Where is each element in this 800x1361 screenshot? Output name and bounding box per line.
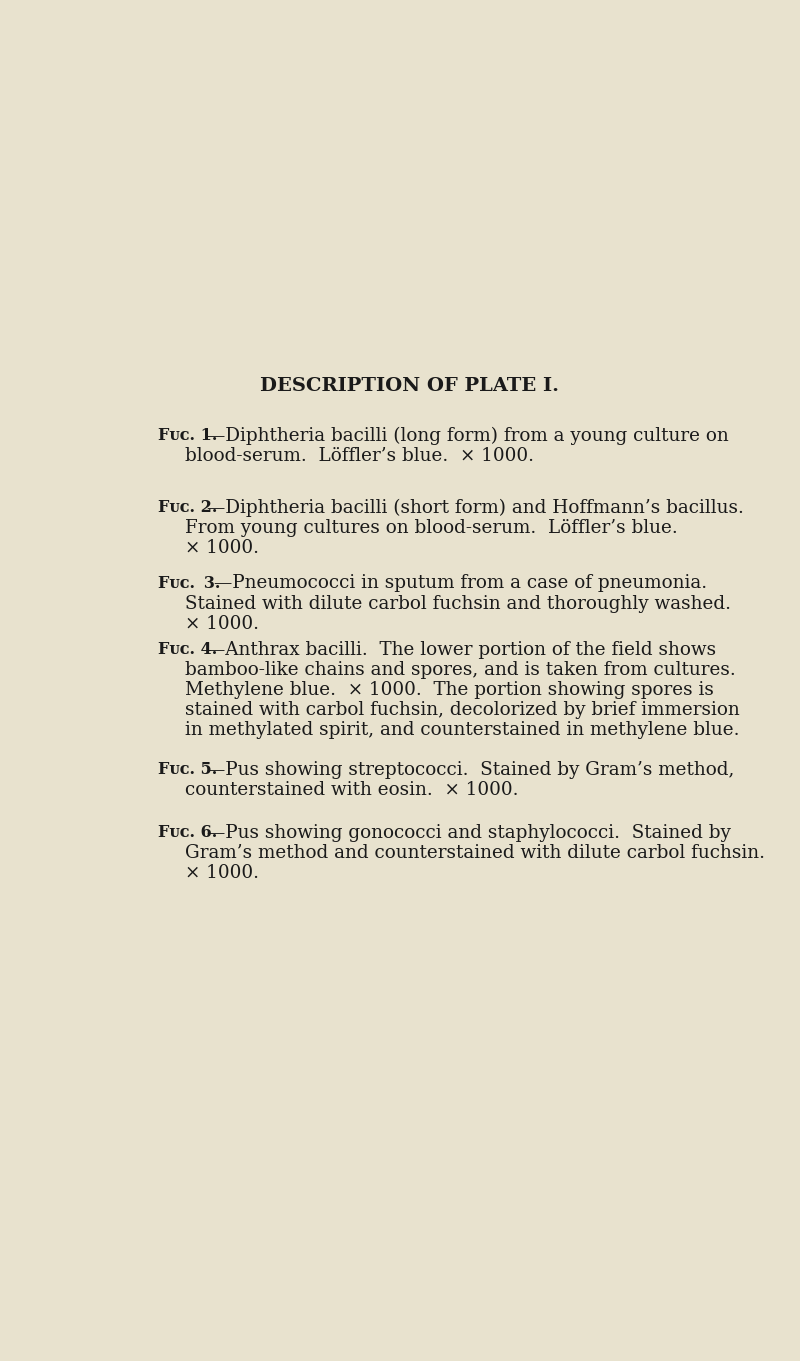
Text: blood-serum.  Löffler’s blue.  × 1000.: blood-serum. Löffler’s blue. × 1000. — [186, 446, 534, 464]
Text: From young cultures on blood-serum.  Löffler’s blue.: From young cultures on blood-serum. Löff… — [186, 519, 678, 538]
Text: in methylated spirit, and counterstained in methylene blue.: in methylated spirit, and counterstained… — [186, 721, 740, 739]
Text: —Pus showing streptococci.  Stained by Gram’s method,: —Pus showing streptococci. Stained by Gr… — [206, 761, 734, 778]
Text: × 1000.: × 1000. — [186, 615, 259, 633]
Text: Fᴜᴄ.  3.: Fᴜᴄ. 3. — [158, 574, 221, 592]
Text: × 1000.: × 1000. — [186, 539, 259, 557]
Text: × 1000.: × 1000. — [186, 864, 259, 882]
Text: —Pneumococci in sputum from a case of pneumonia.: —Pneumococci in sputum from a case of pn… — [214, 574, 706, 592]
Text: Fᴜᴄ. 4.: Fᴜᴄ. 4. — [158, 641, 218, 657]
Text: Methylene blue.  × 1000.  The portion showing spores is: Methylene blue. × 1000. The portion show… — [186, 680, 714, 698]
Text: Stained with dilute carbol fuchsin and thoroughly washed.: Stained with dilute carbol fuchsin and t… — [186, 595, 731, 612]
Text: —Diphtheria bacilli (long form) from a young culture on: —Diphtheria bacilli (long form) from a y… — [206, 426, 728, 445]
Text: Fᴜᴄ. 1.: Fᴜᴄ. 1. — [158, 426, 218, 444]
Text: DESCRIPTION OF PLATE I.: DESCRIPTION OF PLATE I. — [261, 377, 559, 396]
Text: counterstained with eosin.  × 1000.: counterstained with eosin. × 1000. — [186, 781, 518, 799]
Text: —Diphtheria bacilli (short form) and Hoffmann’s bacillus.: —Diphtheria bacilli (short form) and Hof… — [206, 499, 743, 517]
Text: Fᴜᴄ. 2.: Fᴜᴄ. 2. — [158, 499, 218, 516]
Text: Gram’s method and counterstained with dilute carbol fuchsin.: Gram’s method and counterstained with di… — [186, 844, 766, 862]
Text: stained with carbol fuchsin, decolorized by brief immersion: stained with carbol fuchsin, decolorized… — [186, 701, 740, 719]
Text: —Anthrax bacilli.  The lower portion of the field shows: —Anthrax bacilli. The lower portion of t… — [206, 641, 716, 659]
Text: Fᴜᴄ. 6.: Fᴜᴄ. 6. — [158, 823, 218, 841]
Text: bamboo-like chains and spores, and is taken from cultures.: bamboo-like chains and spores, and is ta… — [186, 660, 736, 679]
Text: —Pus showing gonococci and staphylococci.  Stained by: —Pus showing gonococci and staphylococci… — [206, 823, 730, 842]
Text: Fᴜᴄ. 5.: Fᴜᴄ. 5. — [158, 761, 218, 778]
